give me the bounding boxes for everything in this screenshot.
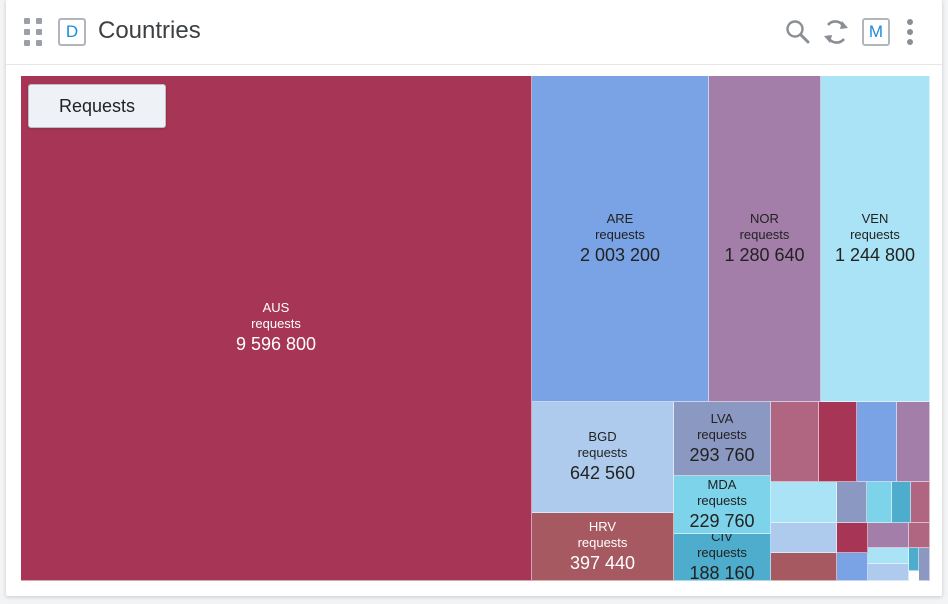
- cell-value: 397 440: [569, 552, 636, 573]
- treemap-small-cell[interactable]: [771, 482, 837, 523]
- cell-code: VEN: [861, 210, 889, 226]
- treemap-small-cell[interactable]: [771, 523, 837, 553]
- dimension-badge: D: [58, 18, 86, 46]
- refresh-icon[interactable]: [822, 16, 850, 48]
- treemap-cell-civ[interactable]: CIV requests 188 160: [674, 534, 771, 581]
- treemap-small-cell[interactable]: [868, 564, 909, 581]
- treemap-small-cell[interactable]: [837, 482, 867, 523]
- cell-measure: requests: [577, 534, 628, 550]
- treemap-small-cell[interactable]: [819, 402, 857, 482]
- card-header: D Countries M: [6, 0, 942, 65]
- cell-value: 9 596 800: [235, 334, 317, 354]
- cell-code: AUS: [262, 300, 290, 315]
- more-vertical-icon[interactable]: [900, 16, 920, 48]
- measure-badge[interactable]: M: [862, 18, 890, 46]
- cell-measure: requests: [850, 226, 900, 242]
- treemap-small-cell[interactable]: [919, 548, 930, 581]
- cell-measure: requests: [697, 545, 747, 560]
- treemap-small-cell[interactable]: [837, 523, 868, 553]
- treemap-cell-lva[interactable]: LVA requests 293 760: [674, 402, 771, 476]
- cell-measure: requests: [697, 426, 747, 442]
- treemap-cell-are[interactable]: ARE requests 2 003 200: [532, 76, 709, 402]
- cell-measure: requests: [697, 492, 747, 508]
- treemap-small-cell[interactable]: [909, 548, 919, 571]
- cell-code: LVA: [710, 410, 734, 426]
- treemap-cell-bgd[interactable]: BGD requests 642 560: [532, 402, 674, 513]
- treemap-small-cell[interactable]: [837, 553, 868, 581]
- cell-value: 229 760: [689, 510, 755, 531]
- cell-value: 188 160: [689, 563, 755, 581]
- chart-card: D Countries M AUS requests 9 596 8: [6, 0, 942, 596]
- treemap-small-cell[interactable]: [867, 482, 892, 523]
- treemap-small-cell[interactable]: [892, 482, 911, 523]
- cell-measure: requests: [251, 316, 301, 331]
- treemap-cell-mda[interactable]: MDA requests 229 760: [674, 476, 771, 534]
- requests-measure-button[interactable]: Requests: [28, 84, 166, 128]
- search-icon[interactable]: [784, 16, 812, 48]
- treemap-small-cell[interactable]: [771, 402, 819, 482]
- cell-measure: requests: [595, 226, 645, 242]
- cell-code: ARE: [606, 210, 634, 226]
- treemap-cell-hrv[interactable]: HRV requests 397 440: [532, 513, 674, 581]
- treemap-cell-nor[interactable]: NOR requests 1 280 640: [709, 76, 821, 402]
- cell-measure: requests: [577, 445, 628, 460]
- treemap-small-cell[interactable]: [911, 482, 930, 523]
- cell-code: NOR: [750, 210, 779, 226]
- treemap: AUS requests 9 596 800 ARE requests 2 003 200…: [21, 76, 930, 581]
- cell-value: 642 560: [569, 463, 636, 483]
- cell-code: CIV: [711, 534, 733, 544]
- cell-code: HRV: [588, 518, 617, 534]
- treemap-small-cell[interactable]: [868, 523, 909, 548]
- treemap-small-cell[interactable]: [857, 402, 897, 482]
- treemap-small-cell[interactable]: [771, 553, 837, 581]
- cell-code: BGD: [588, 429, 617, 444]
- cell-measure: requests: [739, 226, 790, 242]
- cell-value: 1 280 640: [724, 244, 805, 265]
- treemap-cell-ven[interactable]: VEN requests 1 244 800: [821, 76, 930, 402]
- cell-code: MDA: [707, 476, 737, 492]
- cell-value: 293 760: [689, 444, 755, 465]
- treemap-small-cell[interactable]: [909, 523, 930, 548]
- cell-value: 1 244 800: [834, 244, 916, 265]
- cell-value: 2 003 200: [579, 244, 661, 265]
- treemap-small-cell[interactable]: [868, 548, 909, 564]
- treemap-small-cell[interactable]: [897, 402, 930, 482]
- drag-handle-icon[interactable]: [24, 18, 44, 48]
- page-title: Countries: [98, 17, 201, 44]
- treemap-cell-aus[interactable]: AUS requests 9 596 800: [21, 76, 532, 581]
